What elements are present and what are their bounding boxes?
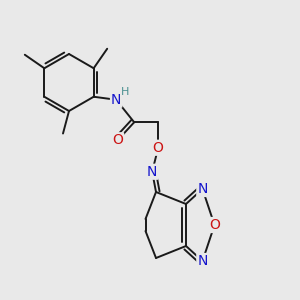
Text: O: O bbox=[153, 141, 164, 155]
Text: O: O bbox=[209, 218, 220, 232]
Text: H: H bbox=[121, 87, 129, 97]
Text: N: N bbox=[147, 165, 158, 179]
Text: N: N bbox=[111, 93, 122, 107]
Text: N: N bbox=[197, 182, 208, 196]
Text: N: N bbox=[197, 254, 208, 268]
Text: O: O bbox=[112, 133, 123, 147]
